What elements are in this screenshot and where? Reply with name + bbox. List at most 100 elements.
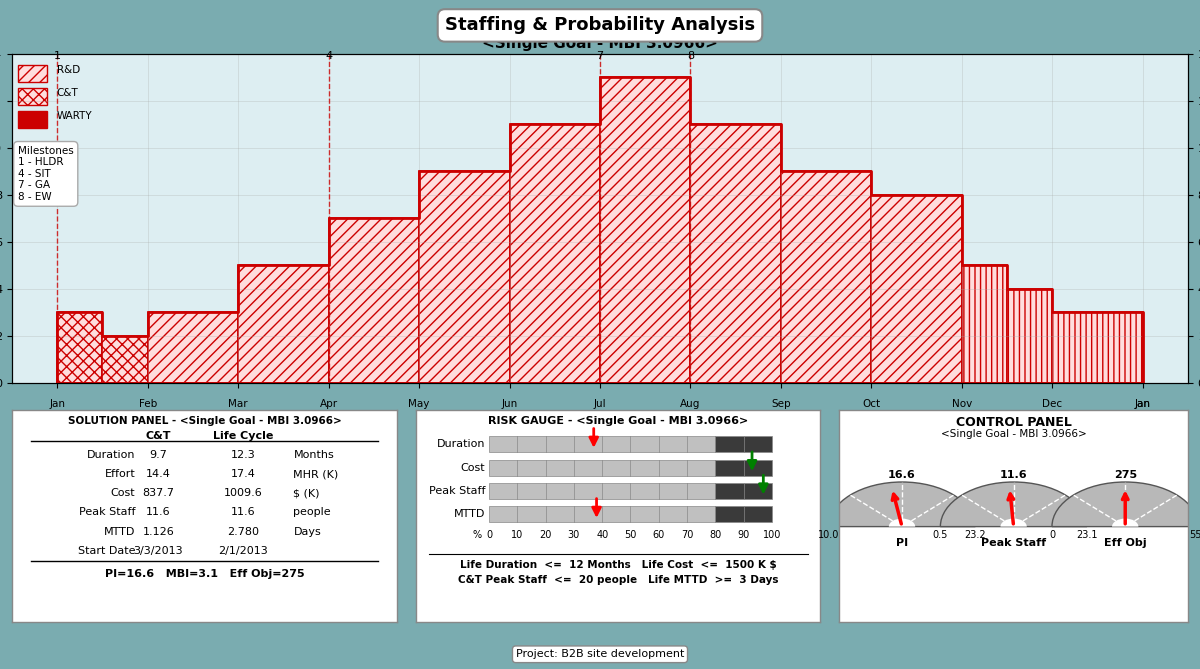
Bar (962, 265, 1007, 383)
Text: 10: 10 (511, 530, 523, 540)
Text: PI=16.6   MBI=3.1   Eff Obj=275: PI=16.6 MBI=3.1 Eff Obj=275 (104, 569, 305, 579)
Text: 90: 90 (738, 530, 750, 540)
Text: 30: 30 (568, 530, 580, 540)
Text: Peak Staff: Peak Staff (79, 508, 136, 518)
Text: MTTD: MTTD (104, 527, 136, 537)
Text: 3/3/2013: 3/3/2013 (133, 546, 184, 556)
Text: 837.7: 837.7 (143, 488, 174, 498)
Text: 550: 550 (1189, 530, 1200, 540)
Text: C&T Peak Staff  <=  20 people   Life MTTD  >=  3 Days: C&T Peak Staff <= 20 people Life MTTD >=… (458, 575, 779, 585)
Bar (490, 436, 715, 452)
Text: Cost: Cost (110, 488, 136, 498)
Bar (690, 124, 781, 383)
Text: MHR (K): MHR (K) (293, 469, 338, 479)
Text: 11.6: 11.6 (230, 508, 256, 518)
Text: 40: 40 (596, 530, 608, 540)
Text: 80: 80 (709, 530, 721, 540)
Bar (510, 124, 600, 383)
Text: C&T: C&T (145, 431, 172, 441)
Text: Project: B2B site development: Project: B2B site development (516, 650, 684, 659)
Bar (419, 171, 510, 383)
Bar (18, 88, 47, 104)
Wedge shape (829, 482, 976, 527)
Bar (1052, 312, 1142, 383)
Text: 23.2: 23.2 (965, 530, 986, 540)
Text: Duration: Duration (86, 450, 136, 460)
Text: Peak Staff: Peak Staff (982, 539, 1046, 549)
Text: Milestones
1 - HLDR
4 - SIT
7 - GA
8 - EW: Milestones 1 - HLDR 4 - SIT 7 - GA 8 - E… (18, 146, 73, 202)
Text: Days: Days (293, 527, 322, 537)
Text: %: % (473, 530, 481, 540)
Text: 2.780: 2.780 (227, 527, 259, 537)
Bar (102, 336, 148, 383)
Text: Apr: Apr (319, 399, 337, 409)
Text: Effort: Effort (104, 469, 136, 479)
Bar (18, 65, 47, 82)
Text: 16.6: 16.6 (888, 470, 916, 480)
Text: 7: 7 (596, 51, 604, 61)
Text: people: people (293, 508, 331, 518)
Text: Jan
'14: Jan '14 (1135, 399, 1151, 421)
Bar (715, 483, 772, 499)
Wedge shape (889, 518, 916, 527)
Text: 60: 60 (653, 530, 665, 540)
Text: 50: 50 (624, 530, 637, 540)
Text: 275: 275 (1114, 470, 1136, 480)
Text: <Single Goal - MBI 3.0966>: <Single Goal - MBI 3.0966> (941, 429, 1086, 439)
Text: Dec: Dec (1043, 399, 1062, 409)
Text: 1: 1 (54, 51, 61, 61)
Text: Months: Months (293, 450, 334, 460)
Text: Peak Staff: Peak Staff (428, 486, 485, 496)
Text: Staffing & Probability Analysis: Staffing & Probability Analysis (445, 17, 755, 34)
Text: Jul: Jul (594, 399, 606, 409)
Bar (715, 506, 772, 522)
Text: CONTROL PANEL: CONTROL PANEL (955, 416, 1072, 429)
Text: 1009.6: 1009.6 (224, 488, 263, 498)
Text: SOLUTION PANEL - <Single Goal - MBI 3.0966>: SOLUTION PANEL - <Single Goal - MBI 3.09… (68, 416, 342, 426)
Bar (715, 460, 772, 476)
Text: 20: 20 (540, 530, 552, 540)
Text: 12.3: 12.3 (230, 450, 256, 460)
Text: Life Cycle: Life Cycle (214, 431, 274, 441)
Wedge shape (941, 482, 1087, 527)
Text: 0: 0 (486, 530, 492, 540)
Text: Jan
'14: Jan '14 (1135, 399, 1151, 421)
Text: 100: 100 (763, 530, 781, 540)
Bar (600, 77, 690, 383)
Text: PI: PI (896, 539, 908, 549)
Text: Nov: Nov (952, 399, 972, 409)
Text: 1.126: 1.126 (143, 527, 174, 537)
Text: 11.6: 11.6 (1000, 470, 1027, 480)
Wedge shape (1001, 518, 1027, 527)
Title: Avg Staff (people)
<Single Goal - MBI 3.0966>: Avg Staff (people) <Single Goal - MBI 3.… (482, 19, 718, 51)
Bar (329, 218, 419, 383)
Text: C&T: C&T (56, 88, 78, 98)
Text: 9.7: 9.7 (150, 450, 168, 460)
Text: $ (K): $ (K) (293, 488, 320, 498)
Text: Cost: Cost (461, 463, 485, 473)
Text: MTTD: MTTD (454, 509, 485, 519)
Text: Aug: Aug (680, 399, 701, 409)
Bar (490, 483, 715, 499)
Text: Eff Obj: Eff Obj (1104, 539, 1146, 549)
Text: Jan
'13: Jan '13 (49, 399, 65, 421)
Bar (58, 312, 102, 383)
Text: Life Duration  <=  12 Months   Life Cost  <=  1500 K $: Life Duration <= 12 Months Life Cost <= … (460, 559, 776, 569)
Text: 17.4: 17.4 (230, 469, 256, 479)
Bar (781, 171, 871, 383)
Text: Duration: Duration (437, 440, 485, 450)
Text: 14.4: 14.4 (146, 469, 170, 479)
Text: Mar: Mar (228, 399, 248, 409)
Wedge shape (1112, 518, 1139, 527)
Bar (18, 111, 47, 128)
Bar (715, 436, 772, 452)
Text: 10.0: 10.0 (818, 530, 840, 540)
Text: 0: 0 (1049, 530, 1055, 540)
Text: R&D: R&D (56, 65, 80, 75)
Text: May: May (408, 399, 430, 409)
Text: WARTY: WARTY (56, 111, 92, 121)
Text: Sep: Sep (772, 399, 791, 409)
Bar (238, 265, 329, 383)
Text: Feb: Feb (138, 399, 157, 409)
Text: RISK GAUGE - <Single Goal - MBI 3.0966>: RISK GAUGE - <Single Goal - MBI 3.0966> (488, 416, 749, 426)
